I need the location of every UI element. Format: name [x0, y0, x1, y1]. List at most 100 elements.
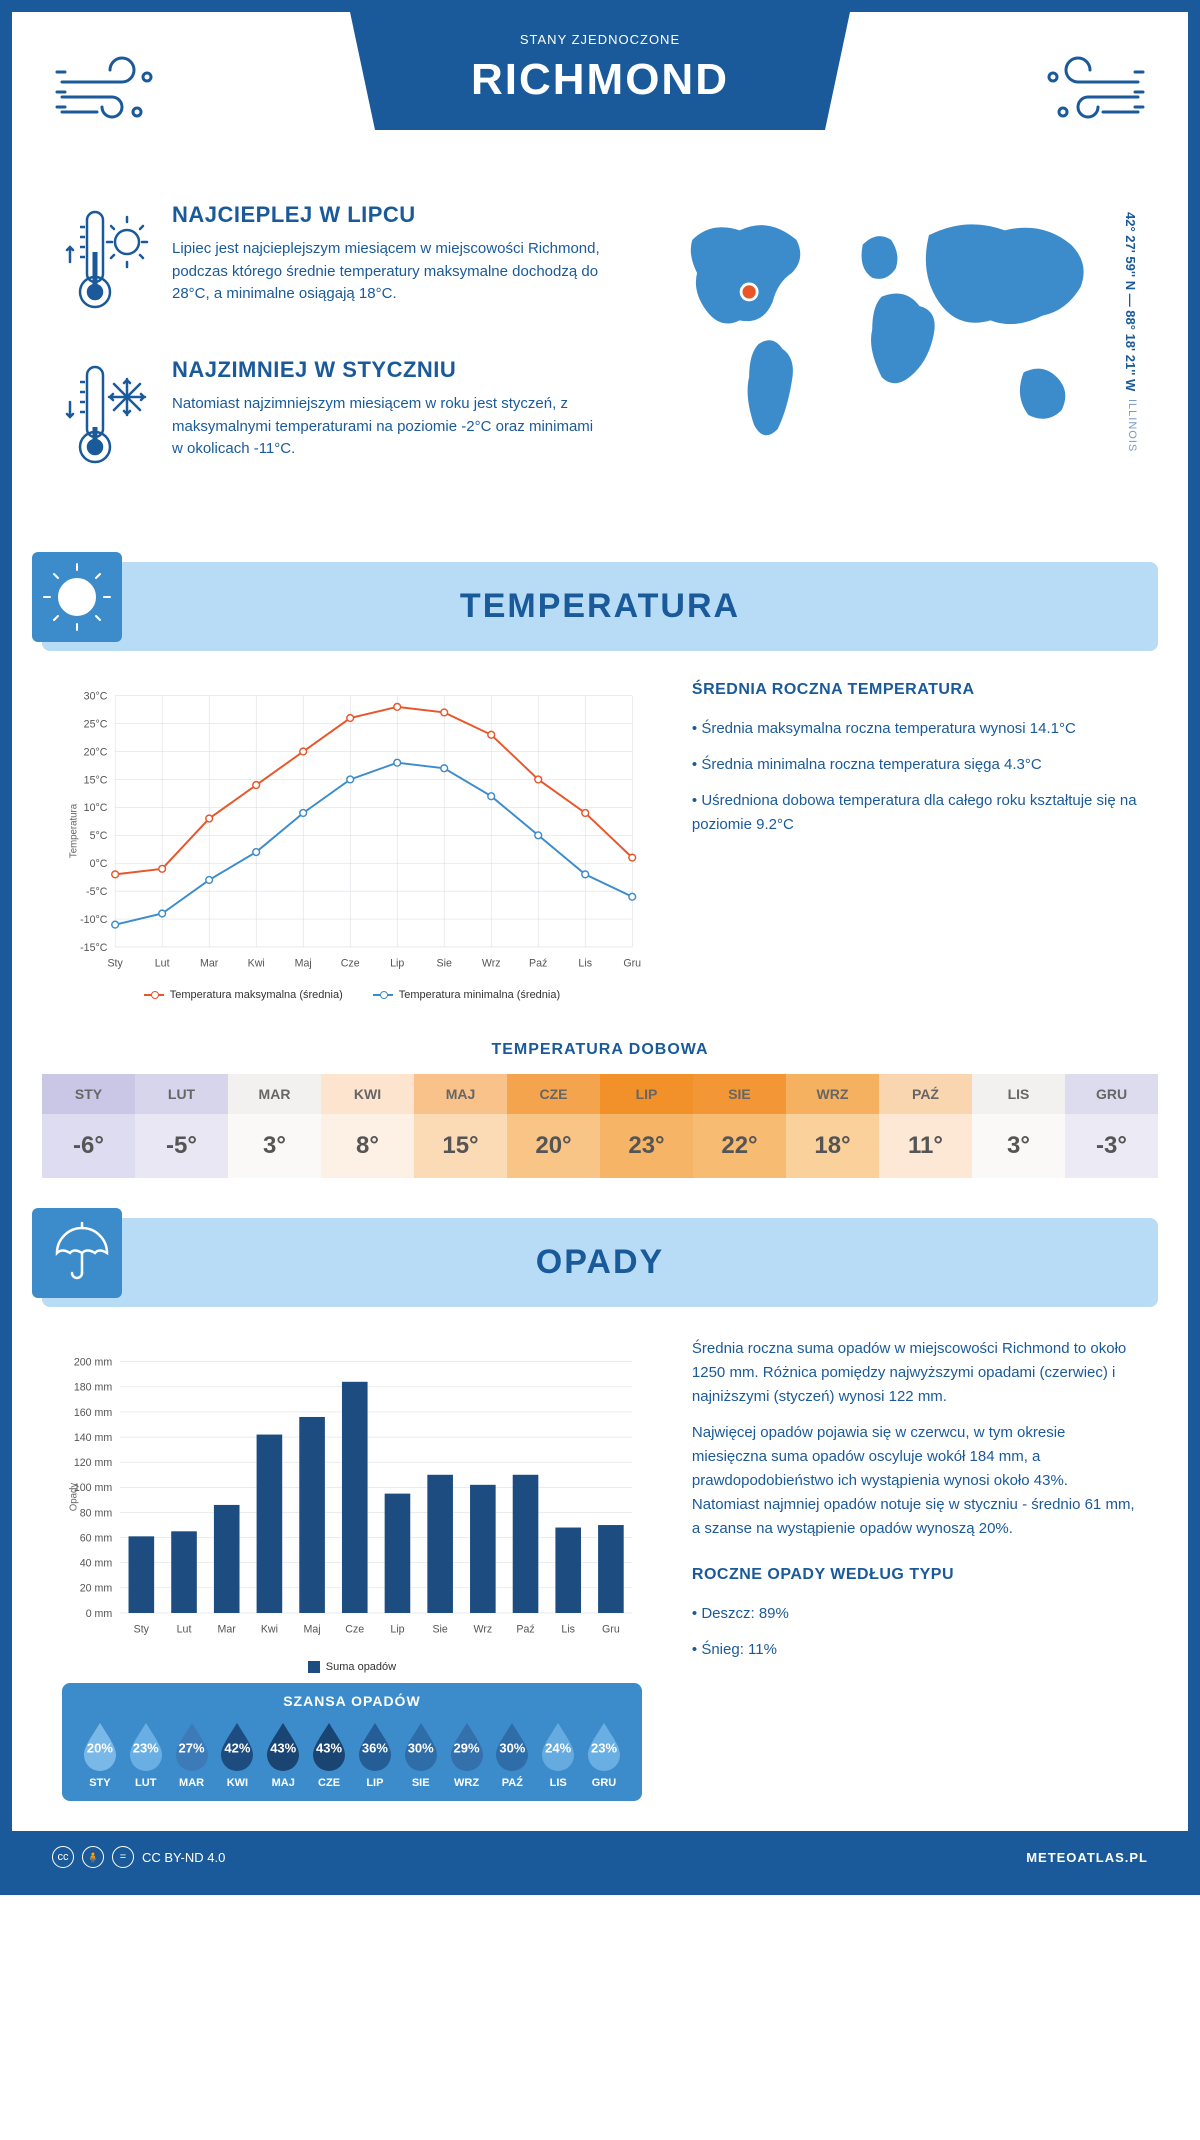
- chance-drop: 42% KWI: [214, 1719, 260, 1789]
- daily-temp-table: STY -6° LUT -5° MAR 3° KWI 8° MAJ 15° CZ…: [42, 1074, 1158, 1178]
- svg-text:30°C: 30°C: [84, 691, 108, 703]
- umbrella-icon: [32, 1208, 122, 1298]
- thermometer-hot-icon: [62, 202, 152, 327]
- temperature-banner: TEMPERATURA: [42, 562, 1158, 651]
- info-section: NAJCIEPLEJ W LIPCU Lipiec jest najcieple…: [12, 172, 1188, 552]
- hot-text: Lipiec jest najcieplejszym miesiącem w m…: [172, 238, 605, 306]
- svg-text:Cze: Cze: [345, 1623, 364, 1635]
- svg-text:Temperatura: Temperatura: [68, 803, 79, 858]
- svg-text:80 mm: 80 mm: [80, 1507, 113, 1519]
- svg-text:Sie: Sie: [437, 957, 452, 969]
- wind-icon-left: [52, 42, 192, 147]
- coordinates: 42° 27' 59'' N — 88° 18' 21'' W: [1123, 202, 1138, 391]
- sun-icon: [32, 552, 122, 642]
- daily-cell: MAR 3°: [228, 1074, 321, 1178]
- cold-month-block: NAJZIMNIEJ W STYCZNIU Natomiast najzimni…: [62, 357, 605, 482]
- svg-text:Gru: Gru: [623, 957, 641, 969]
- daily-cell: KWI 8°: [321, 1074, 414, 1178]
- svg-text:Paź: Paź: [516, 1623, 534, 1635]
- svg-text:Wrz: Wrz: [482, 957, 501, 969]
- precip-chance-box: SZANSA OPADÓW 20% STY 23% LUT 27% MAR 42…: [62, 1683, 642, 1801]
- chance-drop: 27% MAR: [169, 1719, 215, 1789]
- state-name: ILLINOIS: [1123, 399, 1138, 452]
- chance-drop: 30% SIE: [398, 1719, 444, 1789]
- chance-drop: 23% GRU: [581, 1719, 627, 1789]
- avg-temp-bullet1: • Średnia maksymalna roczna temperatura …: [692, 717, 1138, 741]
- daily-cell: LUT -5°: [135, 1074, 228, 1178]
- title-banner: RICHMOND STANY ZJEDNOCZONE: [350, 12, 850, 130]
- legend-precip: Suma opadów: [308, 1661, 396, 1673]
- svg-text:15°C: 15°C: [84, 774, 108, 786]
- svg-text:Maj: Maj: [295, 957, 312, 969]
- svg-text:Lis: Lis: [561, 1623, 575, 1635]
- by-icon: 🧍: [82, 1846, 104, 1868]
- svg-text:Cze: Cze: [341, 957, 360, 969]
- svg-text:Sty: Sty: [107, 957, 123, 969]
- precip-type-title: ROCZNE OPADY WEDŁUG TYPU: [692, 1566, 1138, 1584]
- avg-temp-title: ŚREDNIA ROCZNA TEMPERATURA: [692, 681, 1138, 699]
- svg-text:25°C: 25°C: [84, 718, 108, 730]
- license-text: CC BY-ND 4.0: [142, 1850, 225, 1865]
- svg-text:Mar: Mar: [200, 957, 219, 969]
- chance-drop: 43% MAJ: [260, 1719, 306, 1789]
- svg-text:Mar: Mar: [218, 1623, 237, 1635]
- svg-text:0°C: 0°C: [90, 858, 108, 870]
- avg-temp-bullet3: • Uśredniona dobowa temperatura dla całe…: [692, 789, 1138, 837]
- precipitation-bar-chart: 0 mm20 mm40 mm60 mm80 mm100 mm120 mm140 …: [62, 1337, 642, 1657]
- daily-cell: MAJ 15°: [414, 1074, 507, 1178]
- svg-text:5°C: 5°C: [90, 830, 108, 842]
- wind-icon-right: [1008, 42, 1148, 147]
- svg-text:-10°C: -10°C: [80, 914, 108, 926]
- svg-text:Maj: Maj: [304, 1623, 321, 1635]
- svg-text:120 mm: 120 mm: [74, 1457, 113, 1469]
- svg-text:Kwi: Kwi: [248, 957, 265, 969]
- svg-text:200 mm: 200 mm: [74, 1357, 113, 1369]
- svg-text:Lip: Lip: [390, 1623, 404, 1635]
- precipitation-summary: Średnia roczna suma opadów w miejscowośc…: [692, 1337, 1138, 1801]
- cc-icon: cc: [52, 1846, 74, 1868]
- daily-cell: LIP 23°: [600, 1074, 693, 1178]
- svg-text:Lut: Lut: [155, 957, 170, 969]
- svg-text:Sty: Sty: [134, 1623, 150, 1635]
- svg-text:Wrz: Wrz: [473, 1623, 492, 1635]
- world-map-icon: [645, 202, 1118, 467]
- hot-month-block: NAJCIEPLEJ W LIPCU Lipiec jest najcieple…: [62, 202, 605, 327]
- svg-text:100 mm: 100 mm: [74, 1482, 113, 1494]
- svg-text:Lut: Lut: [177, 1623, 192, 1635]
- precip-snow: • Śnieg: 11%: [692, 1638, 1138, 1662]
- country-subtitle: STANY ZJEDNOCZONE: [410, 32, 790, 47]
- avg-temp-bullet2: • Średnia minimalna roczna temperatura s…: [692, 753, 1138, 777]
- thermometer-cold-icon: [62, 357, 152, 482]
- svg-text:Lip: Lip: [390, 957, 404, 969]
- svg-text:60 mm: 60 mm: [80, 1532, 113, 1544]
- svg-text:0 mm: 0 mm: [86, 1608, 113, 1620]
- chance-drop: 30% PAŹ: [489, 1719, 535, 1789]
- svg-text:Lis: Lis: [578, 957, 592, 969]
- svg-text:10°C: 10°C: [84, 802, 108, 814]
- daily-cell: STY -6°: [42, 1074, 135, 1178]
- svg-text:180 mm: 180 mm: [74, 1382, 113, 1394]
- chance-drop: 43% CZE: [306, 1719, 352, 1789]
- map-block: 42° 27' 59'' N — 88° 18' 21'' W ILLINOIS: [645, 202, 1138, 512]
- svg-text:Sie: Sie: [432, 1623, 447, 1635]
- svg-text:20 mm: 20 mm: [80, 1583, 113, 1595]
- chance-drop: 36% LIP: [352, 1719, 398, 1789]
- precip-para1: Średnia roczna suma opadów w miejscowośc…: [692, 1337, 1138, 1409]
- footer: cc 🧍 = CC BY-ND 4.0 METEOATLAS.PL: [12, 1831, 1188, 1883]
- precip-rain: • Deszcz: 89%: [692, 1602, 1138, 1626]
- cold-title: NAJZIMNIEJ W STYCZNIU: [172, 357, 605, 383]
- daily-cell: GRU -3°: [1065, 1074, 1158, 1178]
- precipitation-banner: OPADY: [42, 1218, 1158, 1307]
- svg-text:Opady: Opady: [68, 1483, 79, 1512]
- site-name: METEOATLAS.PL: [1026, 1850, 1148, 1865]
- daily-temp-title: TEMPERATURA DOBOWA: [12, 1041, 1188, 1059]
- svg-text:-15°C: -15°C: [80, 942, 108, 954]
- daily-cell: WRZ 18°: [786, 1074, 879, 1178]
- daily-cell: CZE 20°: [507, 1074, 600, 1178]
- daily-cell: SIE 22°: [693, 1074, 786, 1178]
- svg-text:40 mm: 40 mm: [80, 1558, 113, 1570]
- chance-drop: 29% WRZ: [444, 1719, 490, 1789]
- svg-text:Kwi: Kwi: [261, 1623, 278, 1635]
- header: RICHMOND STANY ZJEDNOCZONE: [12, 12, 1188, 172]
- temperature-summary: ŚREDNIA ROCZNA TEMPERATURA • Średnia mak…: [692, 681, 1138, 1001]
